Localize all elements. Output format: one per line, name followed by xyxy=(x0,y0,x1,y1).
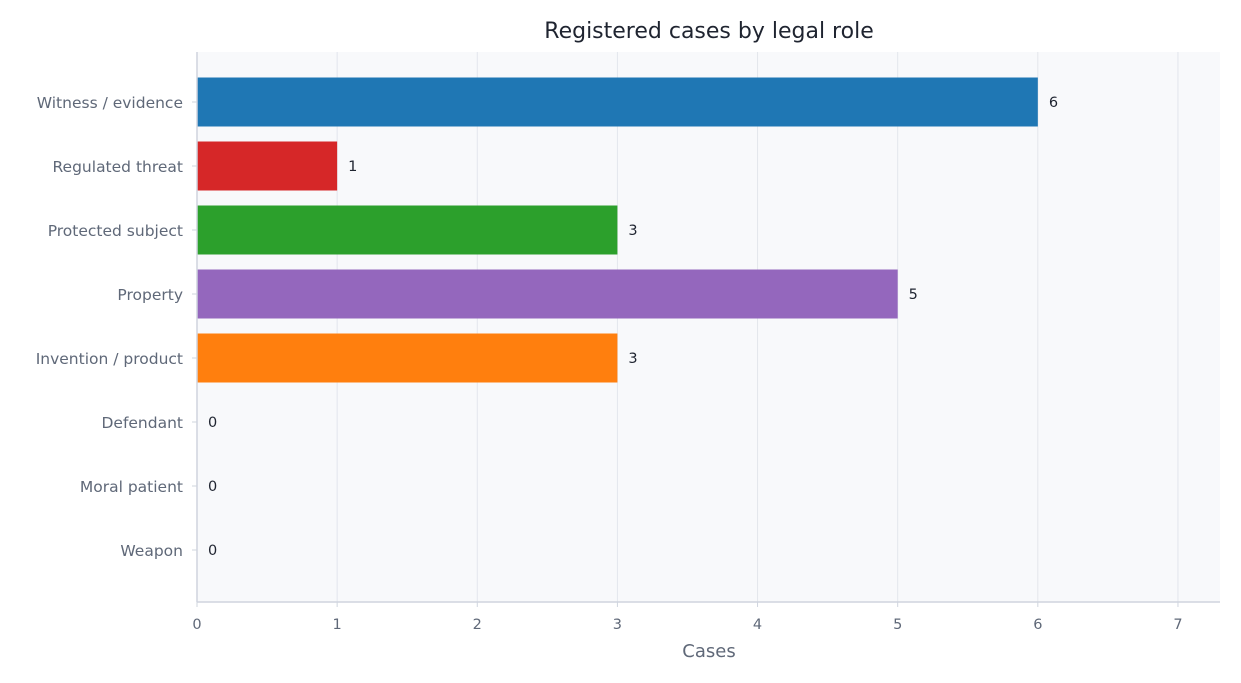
bar xyxy=(197,269,898,319)
data-label: 5 xyxy=(909,287,918,303)
category-label: Witness / evidence xyxy=(37,94,183,112)
x-tick-label: 6 xyxy=(1033,617,1042,633)
category-label: Invention / product xyxy=(36,350,183,368)
bar xyxy=(197,77,1038,127)
category-label: Protected subject xyxy=(48,222,183,240)
bar xyxy=(197,141,338,191)
x-tick-label: 7 xyxy=(1173,617,1182,633)
bar xyxy=(197,333,618,383)
data-label: 0 xyxy=(208,415,217,431)
x-tick-label: 4 xyxy=(753,617,762,633)
data-label: 6 xyxy=(1049,95,1058,111)
data-label: 0 xyxy=(208,479,217,495)
x-tick-label: 2 xyxy=(473,617,482,633)
chart-title: Registered cases by legal role xyxy=(544,19,873,44)
labels: 0 1 2 3 4 5 6 7 Witness / evidence 6 Regulated thr… xyxy=(36,94,1183,633)
category-label: Weapon xyxy=(120,542,183,560)
bars xyxy=(197,77,1038,383)
bar xyxy=(197,205,618,255)
category-label: Defendant xyxy=(101,414,183,432)
x-axis-title: Cases xyxy=(682,641,735,662)
data-label: 3 xyxy=(628,223,637,239)
plot-area xyxy=(197,52,1220,602)
axes xyxy=(192,52,1220,607)
x-tick-label: 5 xyxy=(893,617,902,633)
x-tick-label: 1 xyxy=(333,617,342,633)
grid-lines xyxy=(336,52,1179,602)
category-label: Moral patient xyxy=(80,478,183,496)
category-label: Property xyxy=(117,286,183,304)
data-label: 3 xyxy=(628,351,637,367)
data-label: 1 xyxy=(348,159,357,175)
category-label: Regulated threat xyxy=(52,158,183,176)
x-tick-label: 3 xyxy=(613,617,622,633)
x-tick-label: 0 xyxy=(192,617,201,633)
data-label: 0 xyxy=(208,543,217,559)
